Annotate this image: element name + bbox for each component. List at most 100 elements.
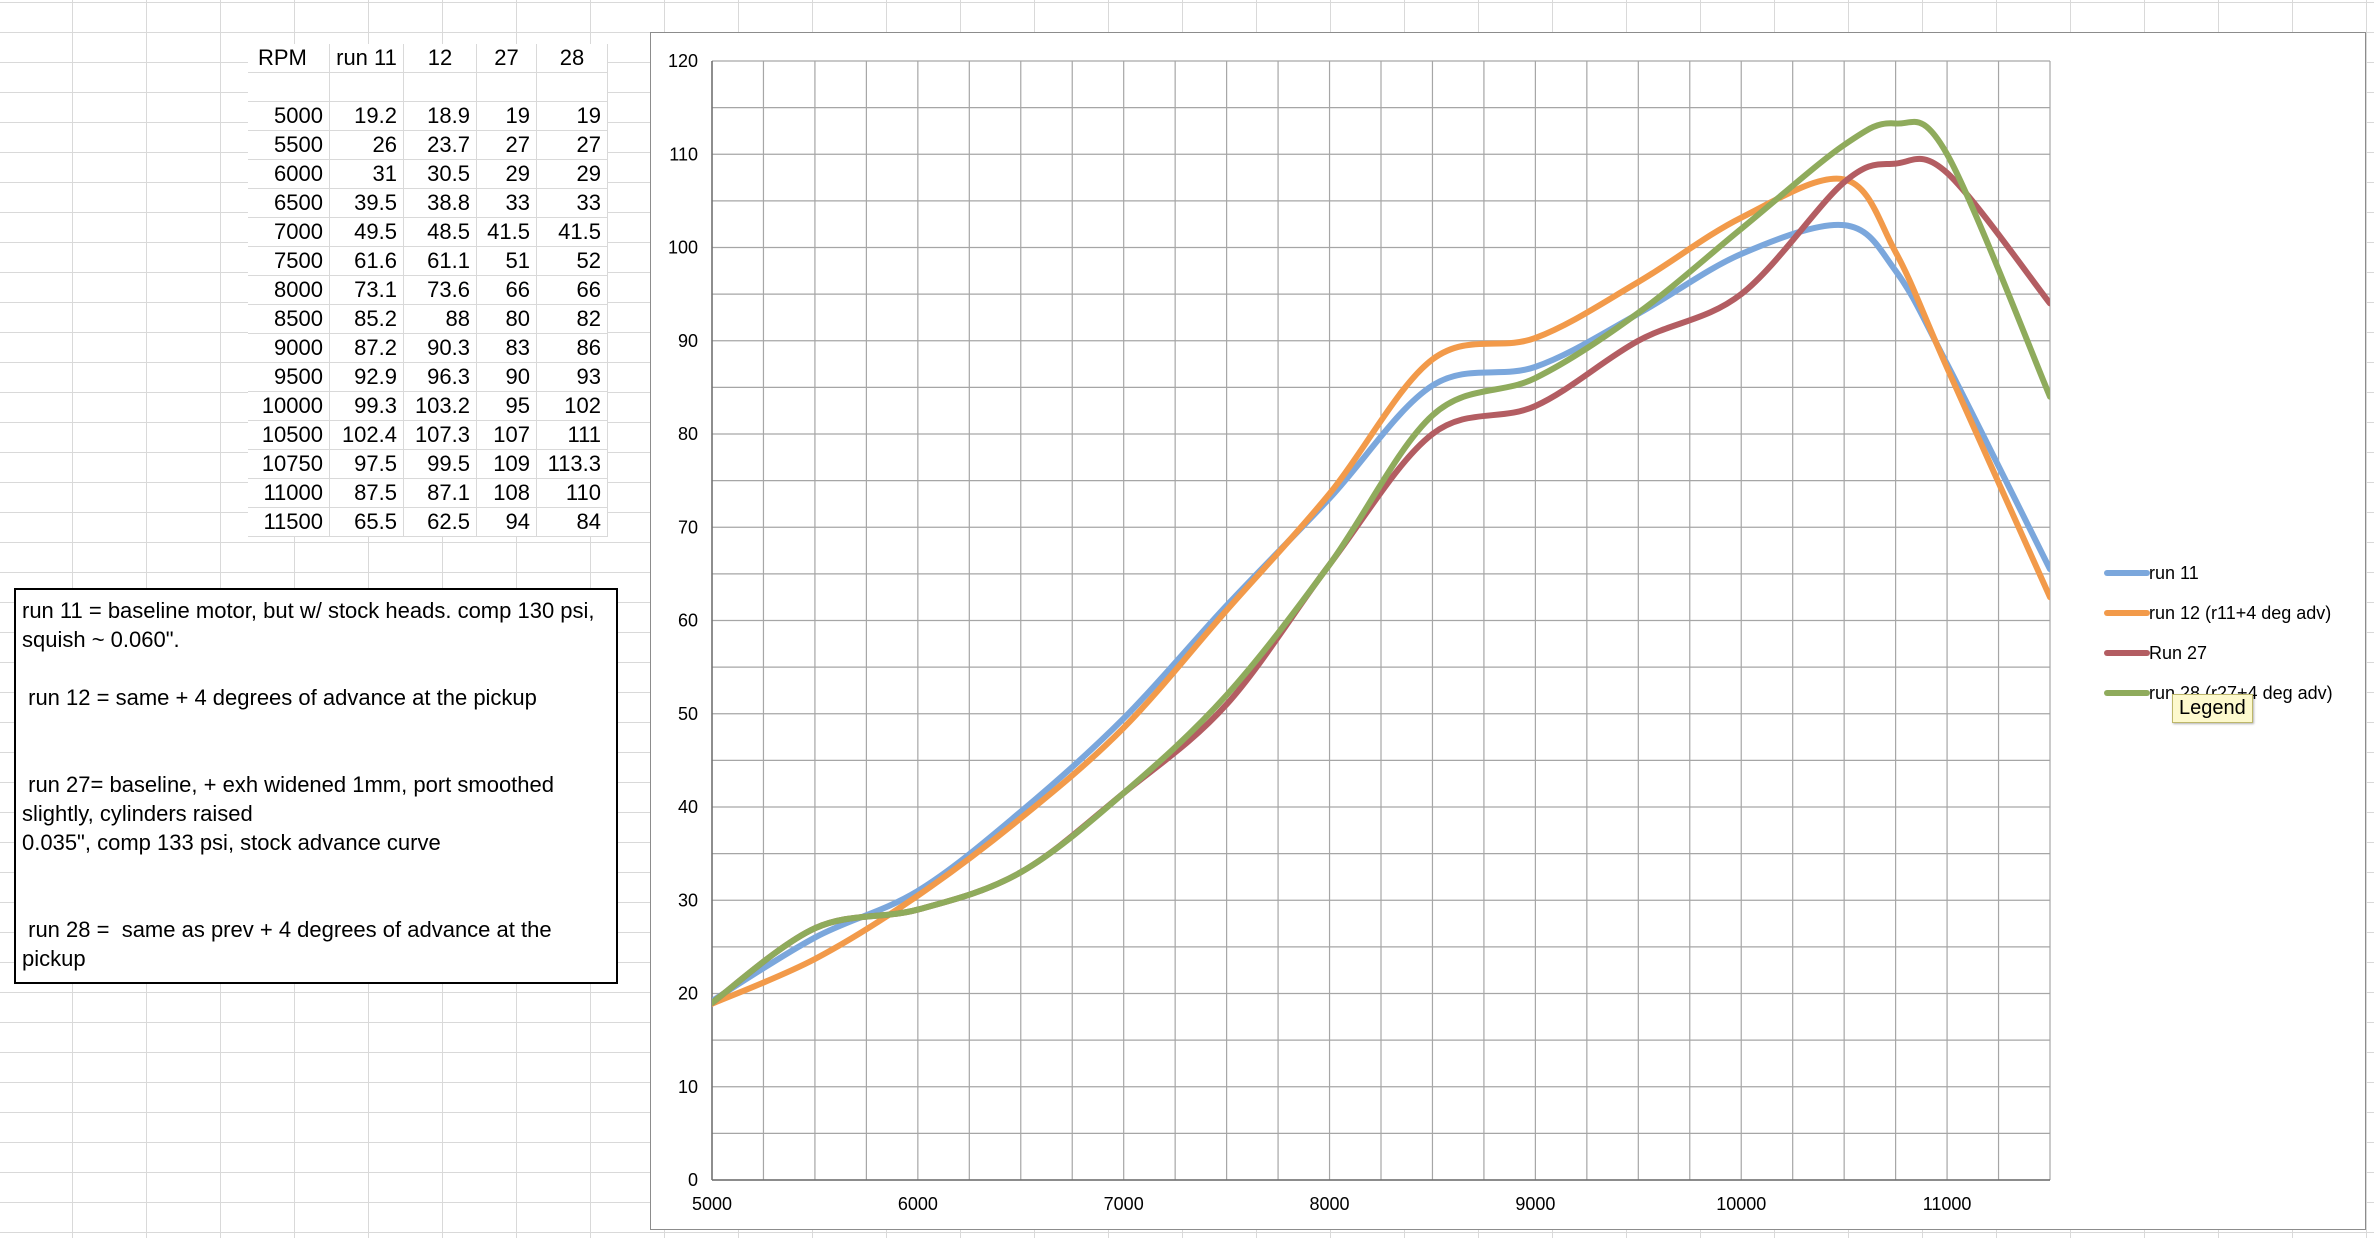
table-cell[interactable]: 95 <box>476 391 537 421</box>
table-cell[interactable]: 110 <box>536 478 608 508</box>
table-cell[interactable]: 49.5 <box>329 217 404 247</box>
table-cell[interactable]: 7000 <box>248 217 330 247</box>
table-cell[interactable]: 23.7 <box>403 130 477 160</box>
table-cell[interactable]: 87.1 <box>403 478 477 508</box>
table-cell[interactable]: 28 <box>536 44 608 73</box>
table-cell[interactable]: 6000 <box>248 159 330 189</box>
table-cell[interactable]: 86 <box>536 333 608 363</box>
table-cell[interactable] <box>248 72 330 102</box>
note-line <box>22 654 610 683</box>
table-cell[interactable]: 9500 <box>248 362 330 392</box>
table-cell[interactable]: 97.5 <box>329 449 404 479</box>
table-cell[interactable]: 65.5 <box>329 507 404 537</box>
table-cell[interactable]: 27 <box>476 44 537 73</box>
table-cell[interactable]: 113.3 <box>536 449 608 479</box>
table-cell[interactable]: 5000 <box>248 101 330 131</box>
table-cell[interactable]: 66 <box>536 275 608 305</box>
table-cell[interactable]: 41.5 <box>536 217 608 247</box>
table-cell[interactable]: 11000 <box>248 478 330 508</box>
table-cell[interactable]: 31 <box>329 159 404 189</box>
table-cell[interactable]: 84 <box>536 507 608 537</box>
x-tick-label: 6000 <box>898 1194 938 1214</box>
table-cell[interactable]: 38.8 <box>403 188 477 218</box>
table-cell[interactable]: 87.5 <box>329 478 404 508</box>
table-cell[interactable]: 19 <box>536 101 608 131</box>
note-line <box>22 741 610 770</box>
table-cell[interactable]: 90.3 <box>403 333 477 363</box>
series-line-0 <box>712 221 2050 1004</box>
table-cell[interactable]: 107.3 <box>403 420 477 450</box>
table-row: 6500 39.5 38.8 33 33 <box>248 188 608 218</box>
table-cell[interactable]: 19 <box>476 101 537 131</box>
table-cell[interactable]: 10000 <box>248 391 330 421</box>
table-cell[interactable]: 94 <box>476 507 537 537</box>
table-cell[interactable]: 26 <box>329 130 404 160</box>
table-cell[interactable] <box>403 72 477 102</box>
table-cell[interactable]: 82 <box>536 304 608 334</box>
table-cell[interactable]: 52 <box>536 246 608 276</box>
table-cell[interactable] <box>536 72 608 102</box>
table-cell[interactable]: 8000 <box>248 275 330 305</box>
table-cell[interactable]: 102 <box>536 391 608 421</box>
table-cell[interactable]: 10750 <box>248 449 330 479</box>
table-cell[interactable]: 66 <box>476 275 537 305</box>
table-cell[interactable]: 96.3 <box>403 362 477 392</box>
table-cell[interactable]: 48.5 <box>403 217 477 247</box>
table-cell[interactable]: 30.5 <box>403 159 477 189</box>
table-cell[interactable]: 29 <box>536 159 608 189</box>
table-cell[interactable]: 93 <box>536 362 608 392</box>
table-cell[interactable]: 111 <box>536 420 608 450</box>
table-cell[interactable]: 109 <box>476 449 537 479</box>
table-cell[interactable]: 90 <box>476 362 537 392</box>
table-cell[interactable]: 99.3 <box>329 391 404 421</box>
table-cell[interactable]: 73.6 <box>403 275 477 305</box>
table-cell[interactable]: 85.2 <box>329 304 404 334</box>
table-cell[interactable]: 80 <box>476 304 537 334</box>
table-cell[interactable]: 99.5 <box>403 449 477 479</box>
table-cell[interactable]: 88 <box>403 304 477 334</box>
legend-label: run 11 <box>2149 563 2199 583</box>
table-cell[interactable]: 33 <box>536 188 608 218</box>
table-cell[interactable]: 51 <box>476 246 537 276</box>
table-cell[interactable] <box>329 72 404 102</box>
table-cell[interactable] <box>476 72 537 102</box>
table-cell[interactable]: 103.2 <box>403 391 477 421</box>
y-tick-label: 0 <box>688 1170 698 1190</box>
table-cell[interactable]: 62.5 <box>403 507 477 537</box>
notes-textbox[interactable]: run 11 = baseline motor, but w/ stock he… <box>14 588 618 984</box>
table-cell[interactable]: 29 <box>476 159 537 189</box>
table-cell[interactable]: 19.2 <box>329 101 404 131</box>
table-cell[interactable]: 87.2 <box>329 333 404 363</box>
table-cell[interactable]: 61.1 <box>403 246 477 276</box>
table-cell[interactable]: 18.9 <box>403 101 477 131</box>
table-cell[interactable]: run 11 <box>329 44 404 73</box>
table-cell[interactable]: 92.9 <box>329 362 404 392</box>
x-tick-label: 5000 <box>692 1194 732 1214</box>
table-cell[interactable]: RPM <box>248 44 330 73</box>
x-tick-label: 11000 <box>1923 1194 1972 1214</box>
table-cell[interactable]: 61.6 <box>329 246 404 276</box>
table-cell[interactable]: 41.5 <box>476 217 537 247</box>
table-cell[interactable]: 12 <box>403 44 477 73</box>
table-cell[interactable]: 108 <box>476 478 537 508</box>
y-tick-label: 100 <box>668 238 698 258</box>
table-cell[interactable]: 73.1 <box>329 275 404 305</box>
table-cell[interactable]: 27 <box>536 130 608 160</box>
chart-area[interactable]: 0 10 20 30 40 50 60 70 80 90 100 110 120 5000 6000 7000… <box>650 32 2366 1230</box>
table-cell[interactable]: 83 <box>476 333 537 363</box>
table-cell[interactable]: 39.5 <box>329 188 404 218</box>
table-cell[interactable]: 27 <box>476 130 537 160</box>
table-cell[interactable]: 11500 <box>248 507 330 537</box>
table-cell[interactable]: 5500 <box>248 130 330 160</box>
table-cell[interactable]: 9000 <box>248 333 330 363</box>
table-row: 9500 92.9 96.3 90 93 <box>248 362 608 392</box>
table-cell[interactable]: 6500 <box>248 188 330 218</box>
table-cell[interactable]: 33 <box>476 188 537 218</box>
table-cell[interactable]: 102.4 <box>329 420 404 450</box>
y-tick-label: 70 <box>678 517 698 537</box>
table-cell[interactable]: 10500 <box>248 420 330 450</box>
legend-label: Run 27 <box>2149 643 2207 663</box>
table-cell[interactable]: 7500 <box>248 246 330 276</box>
table-cell[interactable]: 8500 <box>248 304 330 334</box>
table-cell[interactable]: 107 <box>476 420 537 450</box>
